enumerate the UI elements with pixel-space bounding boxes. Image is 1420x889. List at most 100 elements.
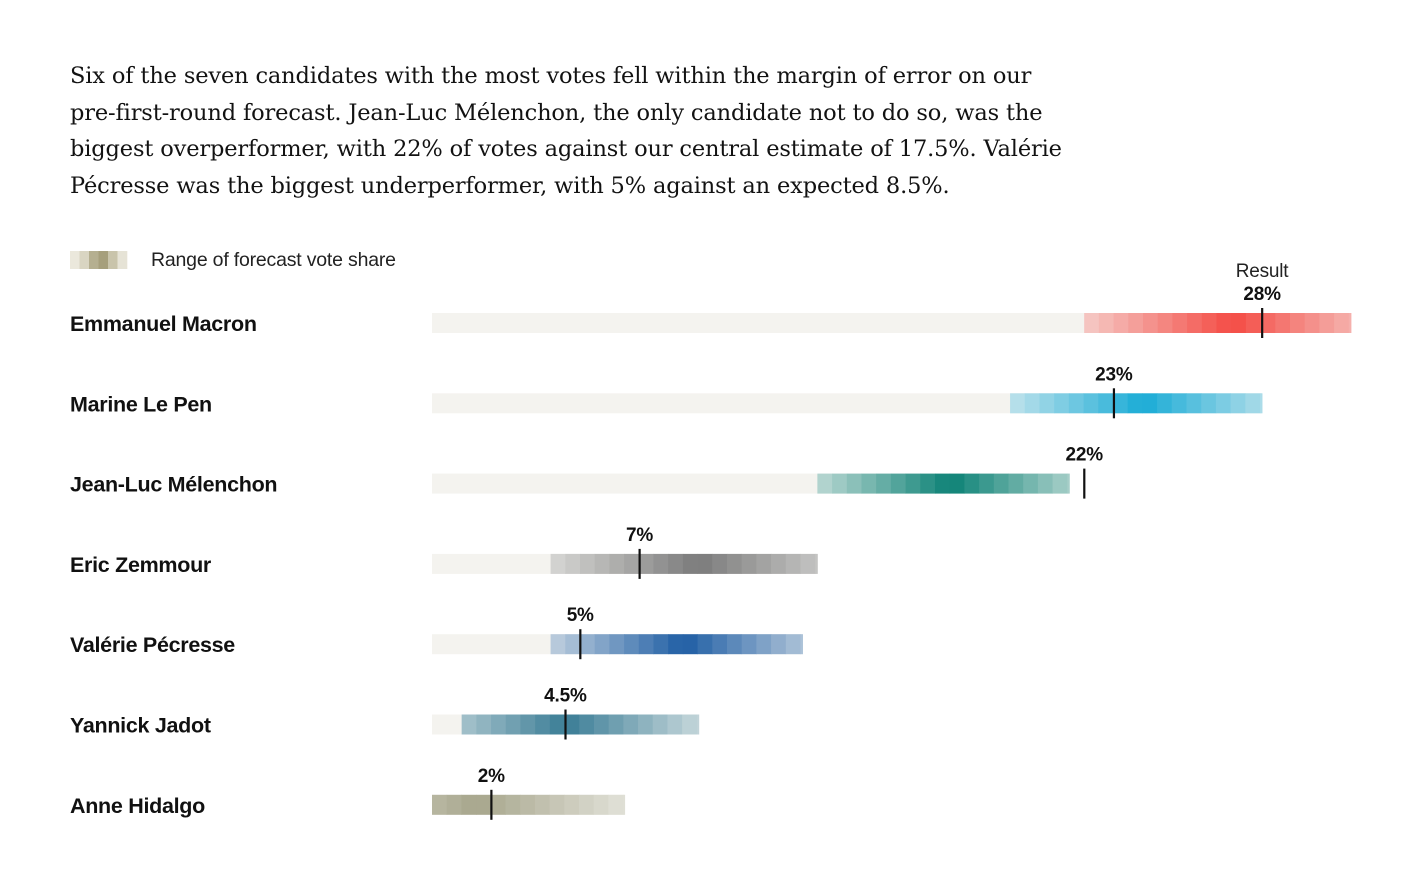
forecast-range-segment <box>594 553 610 574</box>
forecast-range-segment <box>1023 473 1039 494</box>
forecast-range-segment <box>1216 313 1232 333</box>
forecast-range-segment <box>785 634 801 655</box>
candidate-name: Yannick Jadot <box>70 714 211 738</box>
forecast-range-segment <box>623 794 626 815</box>
forecast-range-segment <box>1008 473 1024 494</box>
candidate-name: Emmanuel Macron <box>70 312 257 336</box>
result-marker <box>638 548 641 579</box>
forecast-range-segment <box>905 473 921 494</box>
candidate-name: Jean-Luc Mélenchon <box>70 473 277 497</box>
forecast-range-segment <box>535 714 551 735</box>
forecast-range-segment <box>638 634 654 655</box>
forecast-range-segment <box>890 473 906 494</box>
forecast-range-segment <box>771 634 787 655</box>
result-value-label: 28% <box>1243 284 1281 305</box>
forecast-range-segment <box>491 714 507 735</box>
forecast-range-segment <box>652 714 668 735</box>
forecast-range-segment <box>1039 393 1055 414</box>
result-heading-label: Result <box>1236 261 1290 282</box>
forecast-range-segment <box>668 553 684 574</box>
forecast-range-segment <box>726 634 743 655</box>
forecast-range-segment <box>461 794 477 815</box>
candidate-name: Anne Hidalgo <box>70 794 205 818</box>
legend-swatch-segment <box>79 251 90 269</box>
result-marker <box>564 709 567 740</box>
forecast-range-segment <box>846 473 862 494</box>
forecast-range-segment <box>1142 313 1159 333</box>
forecast-range-segment <box>1068 393 1084 414</box>
forecast-range-segment <box>550 553 566 574</box>
result-value-label: 2% <box>478 766 505 787</box>
forecast-range-segment <box>1171 393 1187 414</box>
forecast-range-segment <box>741 553 757 574</box>
result-value-label: 7% <box>626 525 653 546</box>
legend-swatch-segment <box>70 251 80 269</box>
forecast-range-segment <box>1112 393 1129 414</box>
forecast-range-segment <box>1037 473 1053 494</box>
forecast-range-segment <box>1157 313 1173 333</box>
forecast-range-segment <box>638 714 654 735</box>
forecast-range-segment <box>564 714 580 735</box>
forecast-range-segment <box>756 553 772 574</box>
forecast-range-segment <box>832 473 848 494</box>
forecast-range-segment <box>668 634 684 655</box>
forecast-range-segment <box>1201 313 1217 333</box>
forecast-range-segment <box>1083 393 1099 414</box>
forecast-range-segment <box>667 714 683 735</box>
forecast-range-segment <box>1245 393 1261 414</box>
forecast-range-segment <box>550 634 566 655</box>
forecast-range-segment <box>505 794 521 815</box>
result-marker <box>490 789 493 820</box>
forecast-range-segment <box>1201 393 1217 414</box>
forecast-range-segment <box>815 553 818 574</box>
forecast-range-segment <box>579 553 596 574</box>
forecast-range-segment <box>1230 393 1246 414</box>
forecast-range-segment <box>1319 313 1335 333</box>
forecast-range-segment <box>564 794 580 815</box>
forecast-range-segment <box>476 714 492 735</box>
forecast-range-segment <box>800 634 803 655</box>
forecast-range-segment <box>609 634 625 655</box>
forecast-range-segment <box>741 634 757 655</box>
result-marker <box>1112 388 1116 419</box>
forecast-range-segment <box>1275 313 1291 333</box>
forecast-range-segment <box>476 794 492 815</box>
forecast-range-segment <box>1172 313 1188 333</box>
forecast-range-segment <box>1289 313 1306 333</box>
forecast-range-segment <box>1186 393 1202 414</box>
forecast-range-segment <box>623 714 639 735</box>
result-marker <box>1261 308 1264 338</box>
forecast-range-segment <box>964 473 980 494</box>
forecast-range-segment <box>608 714 624 735</box>
candidate-name: Eric Zemmour <box>70 553 212 577</box>
candidate-name: Marine Le Pen <box>70 392 212 416</box>
forecast-range-segment <box>712 553 728 574</box>
forecast-range-segment <box>608 794 624 815</box>
result-value-label: 4.5% <box>544 686 587 707</box>
forecast-range-segment <box>593 794 609 815</box>
result-value-label: 22% <box>1065 445 1103 466</box>
forecast-range-segment <box>817 473 833 494</box>
forecast-range-segment <box>1259 393 1263 414</box>
forecast-range-segment <box>653 634 669 655</box>
forecast-range-segment <box>505 714 521 735</box>
forecast-range-segment <box>579 794 595 815</box>
forecast-range-segment <box>1052 473 1068 494</box>
forecast-range-segment <box>712 634 728 655</box>
forecast-range-segment <box>726 553 743 574</box>
forecast-range-segment <box>1128 313 1144 333</box>
forecast-range-segment <box>638 553 654 574</box>
forecast-range-segment <box>490 794 506 815</box>
forecast-range-segment <box>549 794 565 815</box>
forecast-range-segment <box>800 553 816 574</box>
forecast-range-segment <box>920 473 936 494</box>
forecast-range-segment <box>565 553 581 574</box>
forecast-range-segment <box>785 553 801 574</box>
legend-swatch-segment <box>98 251 109 269</box>
forecast-range-segment <box>461 714 477 735</box>
forecast-range-segment <box>1010 393 1026 414</box>
legend-swatch-segment <box>117 251 128 269</box>
forecast-range-segment <box>1098 393 1114 414</box>
forecast-range-segment <box>534 794 550 815</box>
